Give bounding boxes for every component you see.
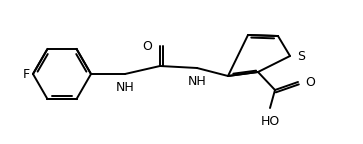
Text: O: O	[142, 39, 152, 53]
Text: NH: NH	[116, 81, 134, 94]
Text: F: F	[23, 68, 30, 80]
Text: O: O	[305, 75, 315, 89]
Text: HO: HO	[260, 115, 280, 128]
Text: NH: NH	[188, 75, 207, 88]
Text: S: S	[297, 50, 305, 62]
